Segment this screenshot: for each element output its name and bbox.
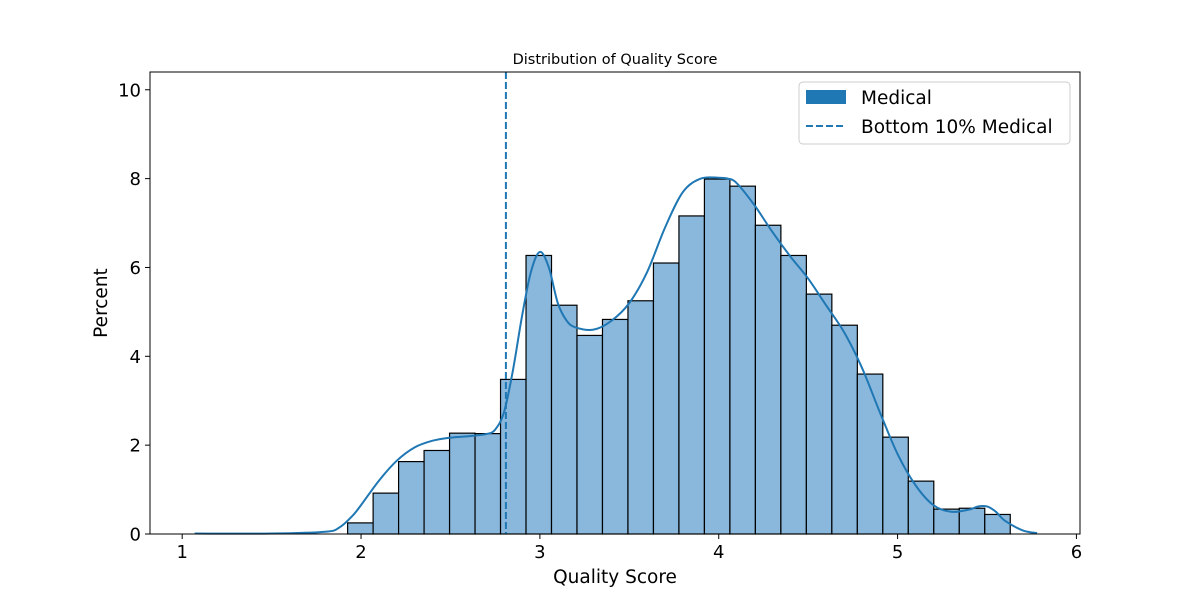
- histogram-bar: [805, 293, 833, 535]
- histogram-bar: [627, 300, 655, 535]
- histogram-bar: [856, 373, 884, 535]
- histogram-bar: [372, 492, 400, 535]
- plot-frame: [149, 71, 1081, 535]
- histogram-bar: [703, 178, 731, 535]
- histogram-bar: [958, 507, 986, 535]
- legend-patch-medical: [806, 90, 846, 104]
- histogram-bar: [499, 378, 527, 535]
- legend-label-bottom10: Bottom 10% Medical: [861, 117, 1053, 138]
- legend-label-medical: Medical: [861, 88, 932, 109]
- histogram-bar: [984, 513, 1011, 535]
- histogram-bar: [423, 449, 451, 535]
- histogram-bar: [601, 318, 629, 535]
- kde-curve: [194, 176, 1038, 535]
- histogram-bars: [347, 178, 1011, 535]
- histogram-bar: [576, 334, 604, 535]
- histogram-bar: [831, 324, 858, 535]
- histogram-bar: [729, 185, 756, 535]
- x-tick-label: 3: [534, 542, 545, 563]
- y-axis: 0 2 4 6 8 10: [118, 80, 150, 546]
- y-tick-label: 2: [130, 436, 141, 457]
- histogram-bar: [347, 522, 374, 535]
- y-tick-label: 8: [130, 169, 141, 190]
- x-axis-label: Quality Score: [553, 567, 677, 588]
- histogram-bar: [882, 436, 909, 535]
- histogram-bar: [754, 224, 782, 535]
- x-tick-label: 5: [892, 542, 903, 563]
- legend-box: [798, 81, 1071, 145]
- x-tick-label: 2: [355, 542, 366, 563]
- y-tick-label: 4: [130, 347, 141, 368]
- histogram-bar: [678, 215, 706, 535]
- histogram-bar: [525, 254, 553, 535]
- x-tick-label: 4: [713, 542, 724, 563]
- y-tick-label: 6: [130, 258, 141, 279]
- y-tick-label: 0: [130, 525, 141, 546]
- histogram-bar: [474, 433, 502, 535]
- legend: Medical Bottom 10% Medical: [798, 81, 1071, 145]
- y-tick-label: 10: [118, 80, 141, 101]
- x-tick-label: 6: [1071, 542, 1082, 563]
- x-tick-label: 1: [176, 542, 187, 563]
- y-axis-label: Percent: [91, 268, 112, 338]
- histogram-bar: [652, 262, 680, 535]
- histogram-bar: [780, 254, 807, 535]
- histogram-bar: [907, 480, 935, 535]
- x-axis: 1 2 3 4 5 6: [176, 534, 1082, 563]
- histogram-bar: [397, 460, 425, 535]
- histogram-bar: [550, 304, 578, 535]
- chart-title: Distribution of Quality Score: [513, 52, 718, 68]
- kde-line: [194, 176, 1038, 535]
- histogram-bar: [448, 432, 476, 535]
